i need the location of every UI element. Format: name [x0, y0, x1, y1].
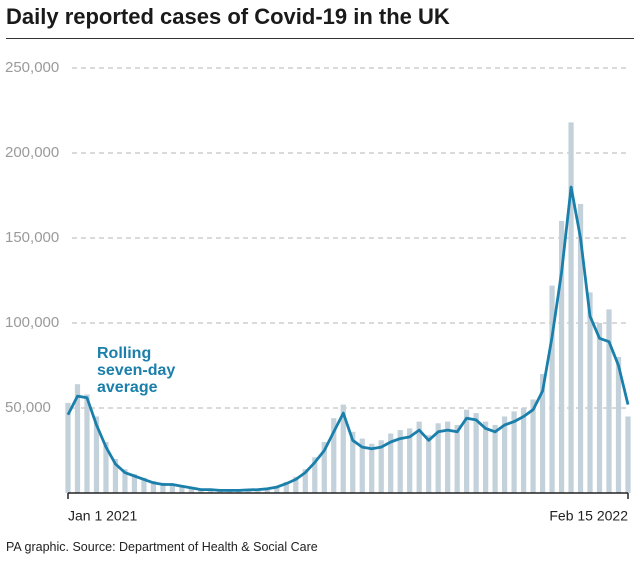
bar: [293, 476, 299, 493]
y-tick-label: 200,000: [5, 144, 59, 161]
bar: [359, 438, 365, 493]
bar: [388, 433, 394, 493]
bar: [625, 416, 631, 493]
bar: [65, 402, 71, 493]
bar: [179, 485, 185, 493]
bar: [577, 204, 584, 493]
bar: [483, 421, 489, 493]
bar: [93, 416, 100, 493]
y-tick-label: 150,000: [5, 229, 59, 246]
bar: [369, 443, 375, 493]
bar: [549, 285, 555, 493]
bar: [426, 435, 432, 493]
bar: [596, 323, 603, 493]
bar: [340, 404, 346, 493]
line-series: [66, 185, 630, 492]
chart-title: Daily reported cases of Covid-19 in the …: [6, 4, 450, 29]
bar: [492, 425, 498, 493]
bar: [84, 394, 90, 493]
bar: [264, 487, 270, 493]
bar: [255, 489, 261, 493]
x-tick-label: Feb 15 2022: [549, 508, 628, 524]
bar: [407, 428, 413, 493]
bar: [283, 481, 289, 493]
bar: [302, 469, 308, 493]
bar: [539, 374, 546, 493]
bar: [169, 483, 176, 493]
bar: [207, 489, 213, 493]
bar: [473, 413, 479, 493]
bar: [568, 122, 574, 494]
bar: [141, 477, 147, 493]
y-tick-label: 100,000: [5, 314, 59, 331]
bar: [160, 482, 166, 493]
bar: [606, 309, 612, 493]
bar: [502, 416, 508, 493]
bar: [530, 399, 536, 493]
bar: [350, 431, 356, 493]
bar: [520, 408, 527, 493]
title-rule: [6, 38, 634, 39]
bar: [397, 430, 403, 493]
line-label: Rolling seven-day average: [97, 345, 176, 396]
y-tick-label: 50,000: [5, 399, 51, 416]
bar: [587, 292, 593, 493]
bar: [331, 418, 337, 493]
bar: [464, 409, 470, 493]
bar: [615, 357, 622, 493]
bar: [454, 425, 460, 493]
bar: [445, 421, 451, 493]
bar: [74, 384, 81, 493]
bar: [245, 489, 251, 493]
source-note: PA graphic. Source: Department of Health…: [6, 540, 318, 554]
bar: [103, 442, 109, 493]
bar: [435, 423, 441, 493]
bar: [150, 481, 157, 493]
bar: [131, 474, 138, 493]
x-tick-label: Jan 1 2021: [68, 508, 137, 524]
bar: [312, 457, 318, 493]
bar: [511, 411, 517, 493]
bar: [188, 487, 194, 493]
bar: [416, 421, 422, 493]
bar: [122, 469, 128, 493]
bar: [112, 459, 119, 493]
bar: [558, 221, 565, 493]
bar: [274, 485, 280, 493]
bar: [321, 442, 327, 493]
y-tick-label: 250,000: [5, 59, 59, 76]
bar: [378, 440, 384, 493]
